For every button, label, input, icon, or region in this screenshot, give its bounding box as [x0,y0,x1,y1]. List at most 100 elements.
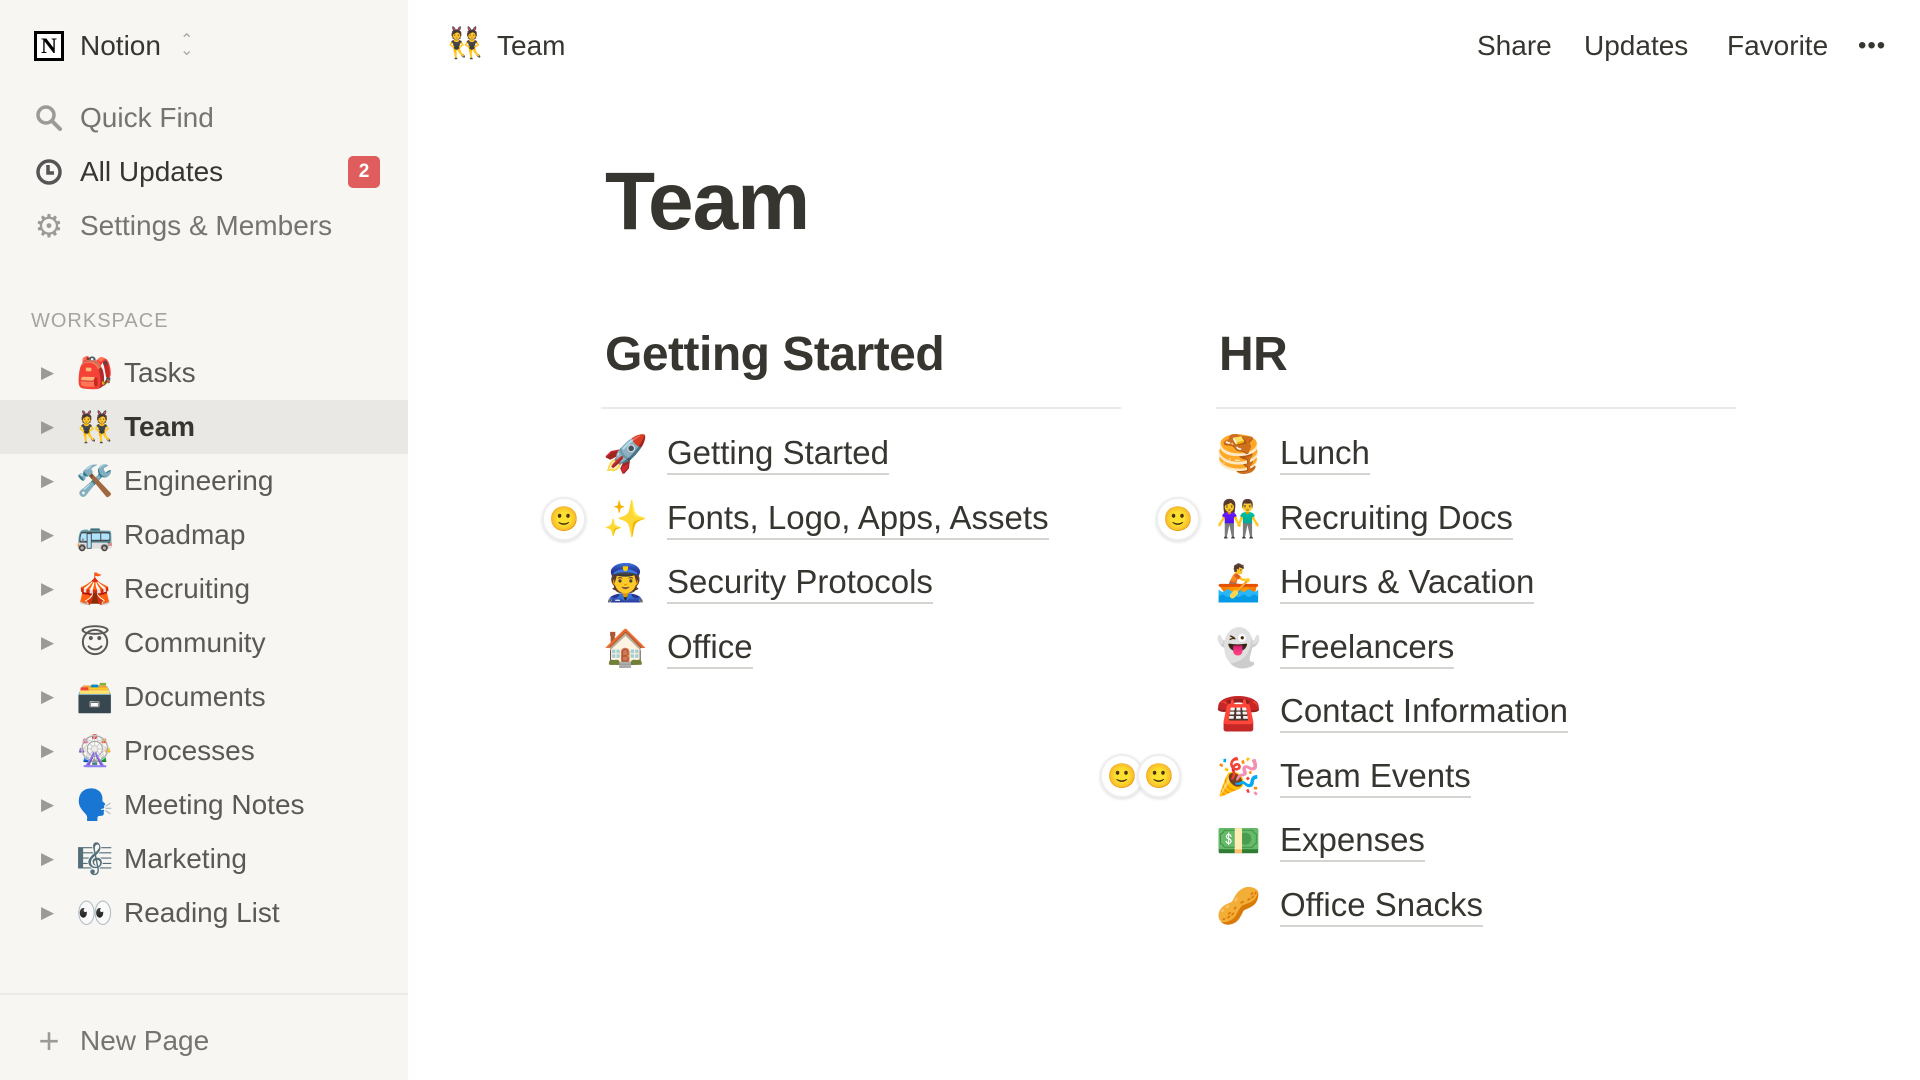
expand-arrow-icon[interactable]: ▶ [41,795,55,814]
page-link-label: Fonts, Logo, Apps, Assets [667,498,1049,540]
sidebar-item-label: Engineering [124,465,274,496]
sidebar-item-meeting-notes[interactable]: ▶ 🗣️ Meeting Notes [0,778,408,832]
sidebar-item-roadmap[interactable]: ▶ 🚌 Roadmap [0,508,408,562]
new-page-button[interactable]: + New Page [0,1015,408,1067]
sidebar-item-reading-list[interactable]: ▶ 👀 Reading List [0,886,408,940]
avatar[interactable]: 🙂 [1137,754,1181,798]
expand-arrow-icon[interactable]: ▶ [41,741,55,760]
sidebar-item-engineering[interactable]: ▶ 🛠️ Engineering [0,454,408,508]
page-emoji-icon: 🎪 [76,572,114,606]
sidebar-item-label: Community [124,627,266,658]
page-emoji-icon: 🎡 [76,734,114,768]
page-link-label: Expenses [1280,820,1425,862]
settings-label: Settings & Members [80,210,333,241]
page-emoji-icon: 🛠️ [76,464,114,498]
page-link[interactable]: 🎉 Team Events [1216,749,1471,805]
expand-arrow-icon[interactable]: ▶ [41,471,55,490]
page-emoji-icon: 👫 [1216,497,1261,539]
sidebar-item-marketing[interactable]: ▶ 🎼 Marketing [0,832,408,886]
page-link[interactable]: 👻 Freelancers [1216,620,1455,676]
expand-arrow-icon[interactable]: ▶ [41,417,55,436]
page-link[interactable]: 💵 Expenses [1216,813,1425,869]
page-link[interactable]: ✨ Fonts, Logo, Apps, Assets [603,491,1049,547]
page-emoji-icon: ✨ [603,497,648,539]
expand-arrow-icon[interactable]: ▶ [41,903,55,922]
search-icon [31,100,67,136]
sidebar-item-label: Recruiting [124,573,251,604]
page-emoji-icon: 👻 [1216,626,1261,668]
topbar: 👯 Team Share Updates Favorite ••• [408,0,1920,92]
quick-find-label: Quick Find [80,102,214,133]
page-link[interactable]: 👮 Security Protocols [603,555,933,611]
expand-arrow-icon[interactable]: ▶ [41,579,55,598]
page-link[interactable]: 🚀 Getting Started [603,426,889,482]
column-divider [1216,407,1736,409]
page-emoji-icon: 🚀 [603,433,648,474]
page-link-label: Team Events [1280,756,1471,798]
expand-arrow-icon[interactable]: ▶ [41,633,55,652]
sidebar-item-label: Marketing [124,843,247,874]
page-link[interactable]: 🚣 Hours & Vacation [1216,555,1535,611]
expand-arrow-icon[interactable]: ▶ [41,525,55,544]
column-divider [601,407,1121,409]
page-emoji-icon: 🗃️ [76,680,114,714]
page-link[interactable]: ☎️ Contact Information [1216,684,1568,740]
sidebar-item-label: Roadmap [124,519,246,550]
quick-find[interactable]: Quick Find [0,92,408,144]
page-link[interactable]: 🥞 Lunch [1216,426,1370,482]
page-emoji-icon: 🎒 [76,356,114,390]
sidebar-item-label: Documents [124,681,266,712]
expand-arrow-icon[interactable]: ▶ [41,363,55,382]
page-emoji-icon: 🥜 [1216,884,1261,926]
sidebar-item-label: Team [124,411,196,442]
sidebar-item-label: Tasks [124,357,196,388]
page-emoji-icon: 🚣 [1216,562,1261,603]
column-heading-hr: HR [1219,328,1288,381]
sidebar-item-label: Processes [124,735,255,766]
page-emoji-icon: 👀 [76,896,114,930]
sidebar-item-processes[interactable]: ▶ 🎡 Processes [0,724,408,778]
sidebar-item-tasks[interactable]: ▶ 🎒 Tasks [0,346,408,400]
page-link-label: Lunch [1280,433,1370,475]
updates-count-badge: 2 [348,156,380,188]
page-link-label: Security Protocols [667,562,933,604]
page-link[interactable]: 🥜 Office Snacks [1216,878,1483,934]
favorite-button[interactable]: Favorite [1727,30,1829,61]
workspace-name: Notion [80,30,161,61]
breadcrumb-page[interactable]: Team [497,30,566,61]
expand-arrow-icon[interactable]: ▶ [41,849,55,868]
more-options-icon[interactable]: ••• [1858,32,1887,59]
page-link-label: Contact Information [1280,691,1568,733]
avatar[interactable]: 🙂 [542,497,586,541]
all-updates-label: All Updates [80,156,224,187]
sidebar-item-recruiting[interactable]: ▶ 🎪 Recruiting [0,562,408,616]
page-emoji-icon: 🎼 [76,842,114,876]
settings-members[interactable]: ⚙ Settings & Members [0,200,408,252]
page-link-label: Getting Started [667,433,889,475]
page-emoji-icon: 💵 [1216,820,1261,861]
page-emoji-icon: 👯 [76,410,114,444]
page-title: Team [605,156,810,247]
sidebar-item-team[interactable]: ▶ 👯 Team [0,400,408,454]
clock-icon [31,154,67,190]
updates-button[interactable]: Updates [1584,30,1689,61]
workspace-section-label: WORKSPACE [31,310,169,332]
sidebar-item-community[interactable]: ▶ 😇 Community [0,616,408,670]
all-updates[interactable]: All Updates 2 [0,146,408,198]
page-link-label: Freelancers [1280,627,1455,669]
avatar[interactable]: 🙂 [1156,497,1200,541]
page-emoji-icon: 🏠 [603,626,648,668]
gear-icon: ⚙ [34,208,64,244]
page-link[interactable]: 👫 Recruiting Docs [1216,491,1513,547]
share-button[interactable]: Share [1477,30,1552,61]
column-heading-getting-started: Getting Started [605,328,945,381]
sidebar: N Notion ⌃ ⌄ Quick Find All Updates 2 ⚙ S… [0,0,408,1080]
expand-arrow-icon[interactable]: ▶ [41,687,55,706]
page-emoji-icon: 🥞 [1216,433,1261,474]
plus-icon: + [38,1020,60,1061]
notion-logo-icon: N [31,28,67,64]
sidebar-item-documents[interactable]: ▶ 🗃️ Documents [0,670,408,724]
page-link[interactable]: 🏠 Office [603,620,753,676]
sidebar-divider [0,993,408,995]
workspace-switcher[interactable]: N Notion ⌃ ⌄ [0,20,408,72]
